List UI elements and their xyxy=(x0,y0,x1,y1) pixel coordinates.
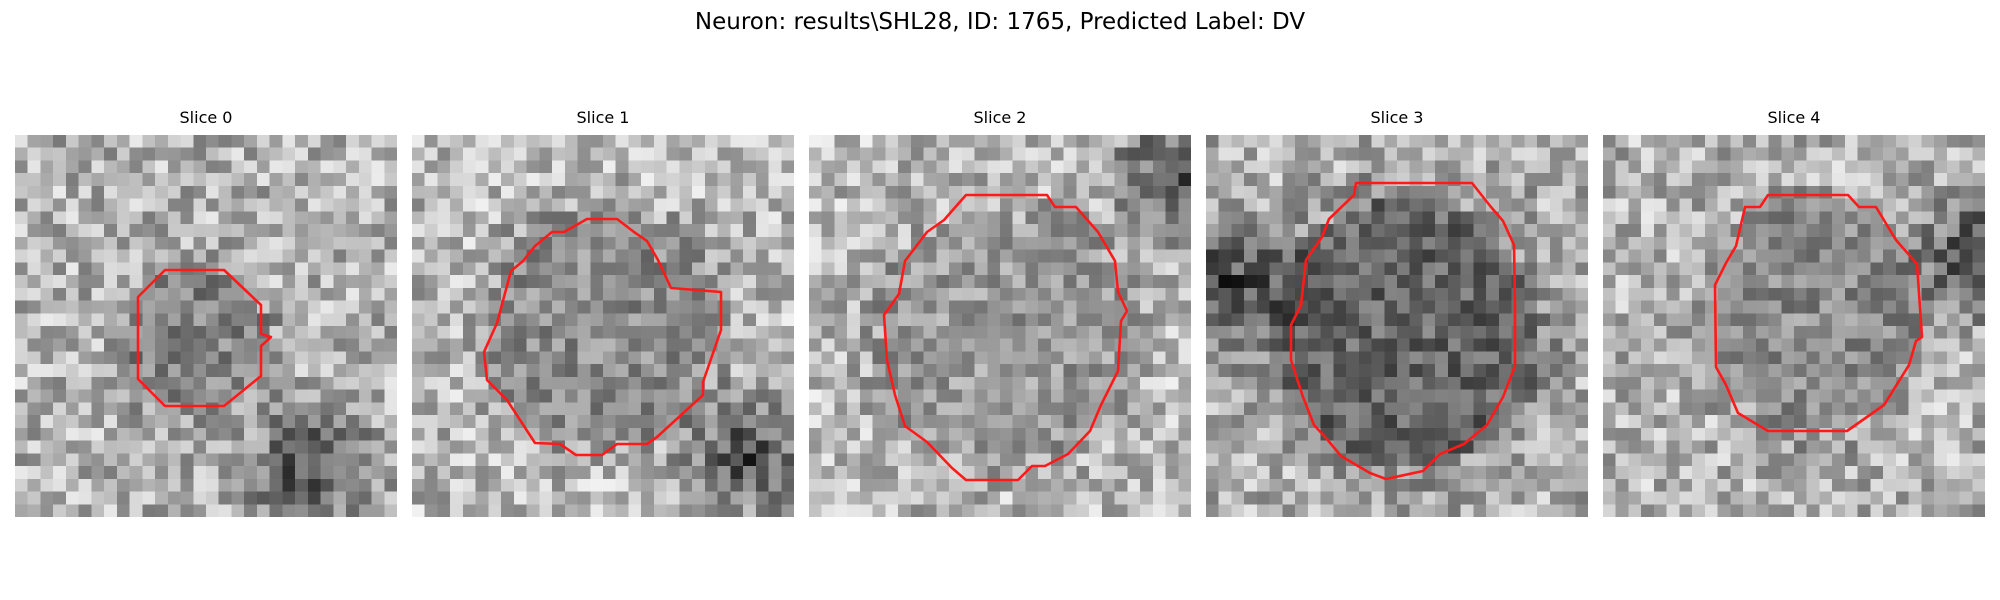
slice-3-contour xyxy=(1289,181,1517,481)
slice-3-image xyxy=(1206,135,1588,517)
slice-4-contour xyxy=(1713,193,1924,433)
slice-2-title: Slice 2 xyxy=(973,108,1027,127)
slice-1-title: Slice 1 xyxy=(576,108,630,127)
slice-3-title: Slice 3 xyxy=(1370,108,1424,127)
slice-4-image xyxy=(1603,135,1985,517)
slice-4-title: Slice 4 xyxy=(1767,108,1821,127)
slice-1-contour xyxy=(482,217,723,457)
slice-0-image xyxy=(15,135,397,517)
slice-1-image xyxy=(412,135,794,517)
slice-0-title: Slice 0 xyxy=(179,108,233,127)
figure-title: Neuron: results\SHL28, ID: 1765, Predict… xyxy=(694,9,1306,35)
slice-2-contour xyxy=(882,193,1129,482)
slice-2-image xyxy=(809,135,1191,517)
slice-0-contour xyxy=(136,268,273,408)
